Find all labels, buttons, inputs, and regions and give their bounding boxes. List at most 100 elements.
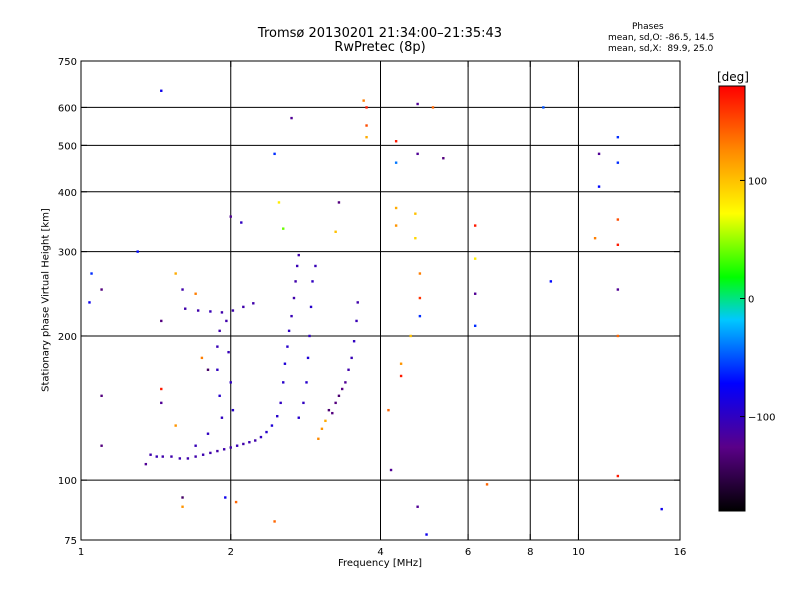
data-point — [218, 394, 221, 398]
data-point — [365, 124, 368, 127]
data-point — [473, 324, 477, 328]
data-point — [387, 408, 390, 412]
y-tick-label: 100 — [58, 476, 77, 487]
data-point — [170, 455, 173, 458]
data-point — [320, 427, 324, 431]
data-point — [231, 408, 235, 412]
data-point — [365, 106, 368, 109]
x-tick-label: 1 — [78, 547, 84, 558]
data-point — [178, 457, 182, 460]
data-point — [149, 453, 152, 456]
data-point — [334, 230, 337, 233]
data-point — [549, 280, 553, 283]
data-point — [324, 419, 327, 423]
data-point — [252, 302, 255, 305]
data-point — [196, 309, 200, 312]
y-tick-label: 750 — [58, 57, 77, 68]
data-point — [100, 394, 103, 398]
data-point — [276, 414, 279, 418]
data-point — [216, 449, 219, 453]
data-point — [431, 106, 435, 109]
x-tick-label: 16 — [674, 547, 687, 558]
stats-x-mode: mean, sd,X: 89.9, 25.0 — [608, 44, 714, 54]
data-point — [616, 474, 620, 478]
data-point — [355, 319, 358, 323]
data-point — [201, 453, 205, 456]
data-point — [616, 243, 620, 246]
data-point — [660, 507, 663, 511]
colorbar-tick-label: 0 — [748, 295, 754, 306]
colorbar-frame — [718, 85, 746, 512]
data-point — [414, 212, 417, 215]
data-point — [282, 227, 285, 230]
y-tick-label: 400 — [58, 188, 77, 199]
data-point — [394, 161, 398, 164]
data-point — [340, 387, 344, 391]
data-point — [311, 280, 314, 283]
data-point — [409, 334, 412, 338]
data-point — [416, 505, 419, 508]
data-point — [425, 533, 428, 536]
data-point — [418, 272, 422, 275]
data-point — [485, 483, 489, 486]
colorbar-ticks: 100 0 −100 — [718, 85, 775, 512]
data-point — [356, 301, 359, 304]
data-point — [279, 401, 282, 405]
y-tick-label: 200 — [58, 332, 77, 343]
data-point — [277, 201, 281, 204]
data-point — [225, 319, 228, 323]
data-point — [216, 368, 219, 371]
data-point — [389, 468, 393, 472]
chart-title-line-2: RwPretec (8p) — [334, 40, 426, 55]
data-point — [181, 505, 184, 508]
data-point — [347, 368, 350, 371]
data-point — [337, 201, 341, 204]
data-point — [222, 448, 226, 451]
data-point — [206, 432, 210, 435]
data-point — [227, 350, 230, 354]
data-point — [88, 301, 91, 304]
data-point — [292, 296, 296, 300]
data-point — [220, 416, 224, 419]
chart-title-line-1: Tromsø 20130201 21:34:00–21:35:43 — [257, 26, 503, 41]
data-point — [297, 253, 300, 257]
data-point — [597, 185, 601, 188]
data-point — [174, 272, 177, 275]
y-tick-label: 500 — [58, 141, 77, 152]
data-point — [200, 356, 204, 360]
data-point — [295, 264, 299, 268]
data-point — [314, 264, 317, 268]
data-point — [616, 288, 620, 291]
data-point — [160, 387, 163, 391]
data-point — [229, 381, 232, 384]
data-point — [265, 430, 268, 434]
data-point — [186, 457, 190, 460]
data-point — [216, 345, 219, 348]
data-point — [160, 319, 163, 323]
data-point — [242, 305, 245, 309]
data-point — [160, 401, 163, 405]
data-point — [218, 329, 221, 333]
data-point — [399, 362, 403, 365]
data-point — [473, 257, 477, 260]
data-point — [352, 340, 356, 343]
axis-ticks: 1 2 4 6 8 10 16 75 100 200 300 400 500 600 750 — [58, 57, 686, 558]
data-point — [414, 236, 417, 240]
data-point — [616, 161, 620, 164]
data-point — [297, 416, 300, 419]
colorbar-tick-label: 100 — [748, 176, 767, 187]
data-point — [194, 455, 197, 458]
data-point — [155, 455, 158, 458]
data-point — [394, 140, 398, 143]
data-point — [442, 157, 445, 160]
data-point — [302, 401, 305, 405]
data-point — [161, 455, 164, 458]
data-point — [416, 152, 419, 156]
data-point — [616, 334, 620, 338]
data-point — [229, 215, 232, 218]
data-point — [309, 305, 313, 309]
data-point — [231, 309, 235, 312]
data-point — [394, 224, 398, 227]
data-point — [394, 206, 398, 210]
phases-heading: Phases — [632, 22, 664, 32]
